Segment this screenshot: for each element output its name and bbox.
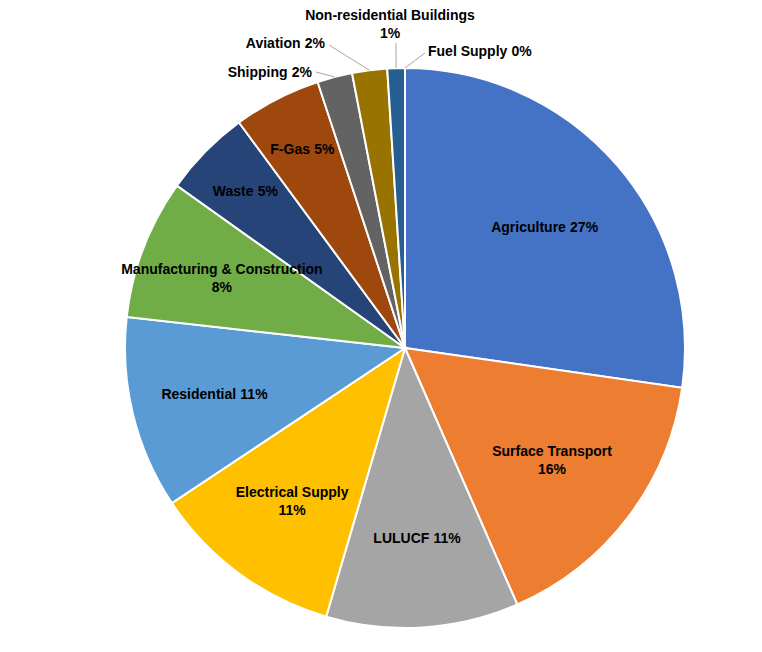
pie-slice — [404, 68, 406, 348]
leader-line — [329, 45, 370, 70]
category-label: Shipping — [228, 64, 288, 80]
category-label: Fuel Supply — [428, 43, 508, 59]
category-label: Surface Transport — [492, 443, 612, 459]
value-label: 1% — [380, 25, 401, 41]
value-label: 0% — [512, 43, 533, 59]
value-label: 8% — [212, 279, 233, 295]
category-label: Agriculture — [491, 219, 566, 235]
value-label: 5% — [258, 183, 279, 199]
category-label: Manufacturing & Construction — [121, 261, 322, 277]
category-label: LULUCF — [373, 530, 429, 546]
data-label: Waste5% — [213, 183, 279, 199]
pie-slice — [125, 317, 405, 503]
chart: Agriculture27% Surface Transport 16% LULUCF… — [0, 0, 762, 652]
value-label: 11% — [434, 530, 462, 546]
category-label: F-Gas — [270, 141, 310, 157]
leader-line — [396, 43, 397, 68]
data-label: Non-residential Buildings 1% — [305, 7, 475, 41]
pie-slice — [387, 68, 405, 348]
labels: Agriculture27% Surface Transport 16% LULUCF… — [121, 7, 612, 546]
data-label: LULUCF 11% — [373, 530, 461, 546]
category-label: Electrical Supply — [236, 484, 349, 500]
category-label: Residential — [161, 386, 236, 402]
leader-line — [316, 72, 335, 77]
pie-slice — [405, 68, 685, 388]
category-label: Waste — [213, 183, 254, 199]
data-label: Manufacturing & Construction 8% — [121, 261, 322, 295]
value-label: 5% — [314, 141, 335, 157]
value-label: 2% — [305, 35, 326, 51]
value-label: 27% — [570, 219, 599, 235]
value-label: 11% — [278, 502, 306, 518]
data-label: F-Gas5% — [270, 141, 335, 157]
pie-slice — [352, 69, 405, 348]
data-label: Surface Transport 16% — [492, 443, 612, 477]
category-label: Non-residential Buildings — [305, 7, 475, 23]
data-label: Residential11% — [161, 386, 268, 402]
leader-line — [405, 53, 425, 68]
pie — [125, 68, 685, 628]
value-label: 16% — [538, 461, 567, 477]
category-label: Aviation — [246, 35, 301, 51]
value-label: 11% — [240, 386, 268, 402]
value-label: 2% — [292, 64, 313, 80]
data-label: Electrical Supply 11% — [236, 484, 349, 518]
data-label: Shipping2% — [228, 64, 313, 80]
data-label: Fuel Supply0% — [428, 43, 532, 59]
data-label: Aviation2% — [246, 35, 326, 51]
data-label: Agriculture27% — [491, 219, 598, 235]
